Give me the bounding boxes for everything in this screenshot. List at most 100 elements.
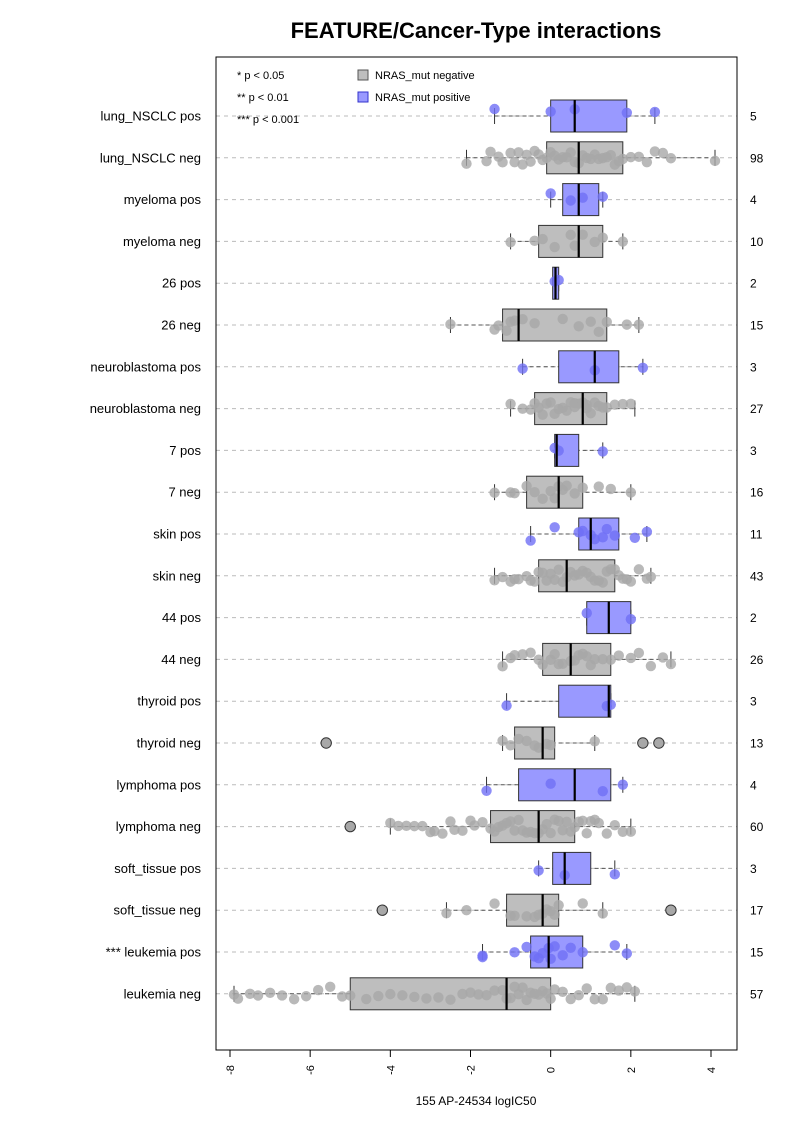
data-point bbox=[489, 898, 500, 909]
data-point bbox=[397, 990, 408, 1001]
count-label: 3 bbox=[750, 444, 757, 458]
count-label: 15 bbox=[750, 946, 764, 960]
data-point bbox=[497, 661, 508, 672]
chart-title: FEATURE/Cancer-Type interactions bbox=[291, 18, 662, 43]
data-point bbox=[573, 321, 584, 332]
data-point bbox=[481, 785, 492, 796]
data-point bbox=[433, 992, 444, 1003]
data-point bbox=[597, 653, 608, 665]
data-point bbox=[529, 486, 540, 498]
row-label: 7 neg bbox=[168, 485, 201, 500]
data-point bbox=[569, 488, 580, 499]
data-point bbox=[609, 530, 620, 541]
data-point bbox=[477, 817, 488, 828]
data-point bbox=[613, 650, 625, 661]
data-point bbox=[617, 398, 629, 410]
data-point bbox=[649, 106, 661, 118]
data-point bbox=[597, 786, 608, 797]
data-point bbox=[401, 820, 412, 831]
data-point bbox=[621, 948, 633, 959]
data-point bbox=[501, 325, 512, 336]
data-point bbox=[505, 147, 516, 159]
data-point bbox=[525, 535, 536, 546]
legend-swatch-positive bbox=[357, 91, 369, 103]
outlier-point bbox=[320, 737, 332, 749]
data-point bbox=[601, 828, 612, 839]
row-label: soft_tissue neg bbox=[114, 903, 201, 918]
row-label: 26 neg bbox=[161, 318, 201, 333]
data-point bbox=[489, 103, 500, 115]
data-point bbox=[633, 564, 645, 575]
x-tick-label: -2 bbox=[466, 1065, 478, 1075]
outlier-point bbox=[665, 904, 677, 916]
row-label: 26 pos bbox=[162, 276, 202, 291]
data-point bbox=[597, 577, 608, 588]
data-point bbox=[613, 985, 625, 996]
data-point bbox=[645, 571, 657, 583]
data-point bbox=[517, 159, 528, 170]
data-point bbox=[617, 779, 629, 790]
box bbox=[558, 684, 612, 718]
data-point bbox=[597, 232, 608, 243]
data-point bbox=[325, 981, 336, 993]
count-label: 3 bbox=[750, 695, 757, 709]
data-point bbox=[489, 575, 500, 586]
data-point bbox=[549, 522, 560, 533]
data-point bbox=[625, 487, 637, 498]
data-point bbox=[565, 229, 576, 241]
data-point bbox=[589, 236, 600, 248]
data-point bbox=[385, 817, 396, 829]
data-point bbox=[597, 532, 608, 543]
data-point bbox=[517, 363, 528, 374]
data-point bbox=[505, 237, 516, 248]
row-label: lymphoma neg bbox=[116, 819, 201, 834]
data-point bbox=[517, 403, 528, 414]
boxes bbox=[233, 99, 716, 1011]
data-point bbox=[545, 993, 556, 1004]
data-point bbox=[481, 155, 492, 167]
row-labels: lung_NSCLC pos lung_NSCLC neg myeloma pos m… bbox=[90, 109, 202, 1002]
data-point bbox=[545, 953, 556, 965]
data-point bbox=[557, 658, 568, 670]
data-point bbox=[513, 733, 524, 745]
data-point bbox=[529, 235, 540, 246]
data-point bbox=[625, 826, 637, 837]
data-point bbox=[461, 905, 472, 916]
outlier-point bbox=[344, 820, 356, 833]
row-label: 44 neg bbox=[161, 652, 201, 667]
data-point bbox=[517, 982, 528, 993]
data-point bbox=[617, 153, 629, 165]
significance-legend-2: ** p < 0.01 bbox=[237, 92, 289, 104]
data-point bbox=[585, 316, 596, 327]
count-label: 17 bbox=[750, 904, 764, 918]
data-point bbox=[593, 817, 604, 829]
data-point bbox=[549, 574, 560, 585]
row-label: myeloma pos bbox=[124, 192, 202, 207]
data-point bbox=[605, 483, 616, 495]
row-label: lung_NSCLC pos bbox=[101, 109, 202, 124]
data-point bbox=[513, 814, 524, 826]
grid-lines bbox=[216, 115, 737, 995]
data-point bbox=[625, 398, 637, 410]
data-point bbox=[465, 987, 476, 998]
data-point bbox=[625, 576, 637, 587]
legend: * p < 0.05 ** p < 0.01 *** p < 0.001 NRA… bbox=[237, 69, 475, 126]
data-point bbox=[497, 735, 508, 746]
data-point bbox=[385, 988, 396, 1000]
data-point bbox=[529, 318, 540, 329]
x-tick-label: 4 bbox=[706, 1067, 718, 1073]
data-point bbox=[337, 991, 348, 1002]
data-point bbox=[457, 988, 468, 1000]
data-point bbox=[445, 994, 456, 1005]
data-point bbox=[657, 652, 669, 663]
data-point bbox=[517, 314, 528, 325]
data-point bbox=[549, 648, 560, 660]
count-label: 15 bbox=[750, 319, 764, 333]
data-point bbox=[633, 647, 645, 659]
data-point bbox=[300, 991, 312, 1002]
data-point bbox=[561, 405, 572, 416]
x-tick-label: -8 bbox=[225, 1065, 237, 1075]
data-point bbox=[521, 941, 532, 953]
data-point bbox=[473, 989, 484, 1000]
count-label: 98 bbox=[750, 151, 764, 165]
